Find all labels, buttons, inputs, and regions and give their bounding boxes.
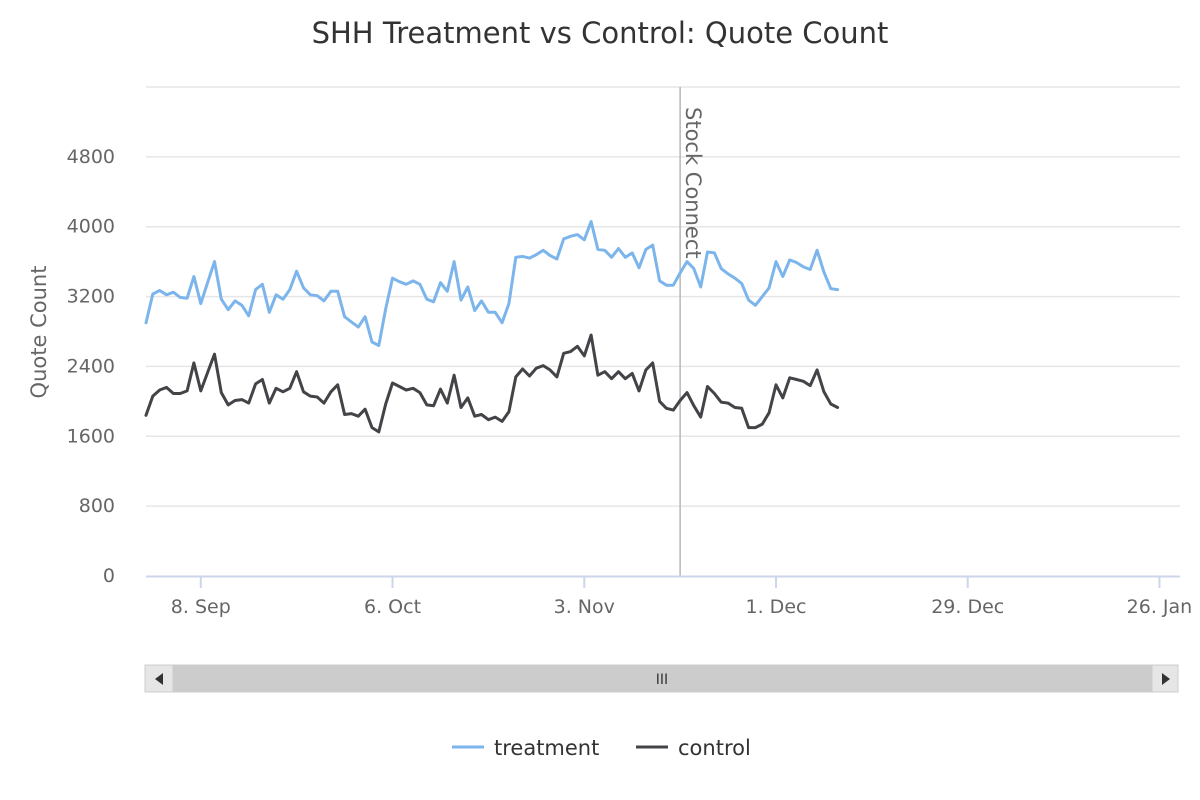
x-tick-label: 1. Dec bbox=[746, 596, 807, 618]
plot-line-stock-connect: Stock Connect bbox=[679, 87, 705, 576]
legend: treatment control bbox=[452, 736, 751, 760]
gridlines bbox=[146, 86, 1180, 507]
y-tick-label: 3200 bbox=[67, 286, 115, 308]
arrow-right-icon bbox=[1162, 673, 1170, 685]
scrollbar-thumb[interactable] bbox=[173, 665, 1152, 692]
x-tick-label: 6. Oct bbox=[364, 596, 421, 618]
scroll-left-button[interactable] bbox=[144, 664, 174, 693]
legend-label: control bbox=[678, 736, 751, 760]
scrollbar-grip-icon: III bbox=[656, 672, 668, 688]
series-line-treatment[interactable] bbox=[144, 220, 840, 347]
chart-title: SHH Treatment vs Control: Quote Count bbox=[312, 16, 889, 50]
x-tick-label: 8. Sep bbox=[171, 596, 231, 618]
legend-item-control[interactable]: control bbox=[636, 736, 751, 760]
legend-item-treatment[interactable]: treatment bbox=[452, 736, 599, 760]
y-tick-label: 2400 bbox=[67, 355, 115, 377]
y-axis: 0 800 1600 2400 3200 4000 4800 bbox=[67, 146, 115, 587]
y-tick-label: 4000 bbox=[67, 216, 115, 238]
y-tick-label: 4800 bbox=[67, 146, 115, 168]
series-group bbox=[144, 220, 840, 434]
x-axis: 8. Sep 6. Oct 3. Nov 1. Dec 29. Dec 26. Jan bbox=[146, 575, 1193, 618]
legend-label: treatment bbox=[494, 736, 599, 760]
y-tick-label: 1600 bbox=[67, 425, 115, 447]
navigator-scrollbar[interactable]: III bbox=[144, 664, 1179, 693]
y-tick-label: 0 bbox=[103, 565, 115, 587]
y-axis-title: Quote Count bbox=[27, 266, 51, 399]
scroll-right-button[interactable] bbox=[1151, 664, 1179, 693]
arrow-left-icon bbox=[155, 673, 163, 685]
x-tick-label: 29. Dec bbox=[931, 596, 1004, 618]
x-tick-label: 26. Jan bbox=[1127, 596, 1193, 618]
plot-line-label: Stock Connect bbox=[681, 107, 705, 259]
x-tick-label: 3. Nov bbox=[554, 596, 615, 618]
series-line-control[interactable] bbox=[144, 333, 840, 434]
y-tick-label: 800 bbox=[79, 495, 115, 517]
